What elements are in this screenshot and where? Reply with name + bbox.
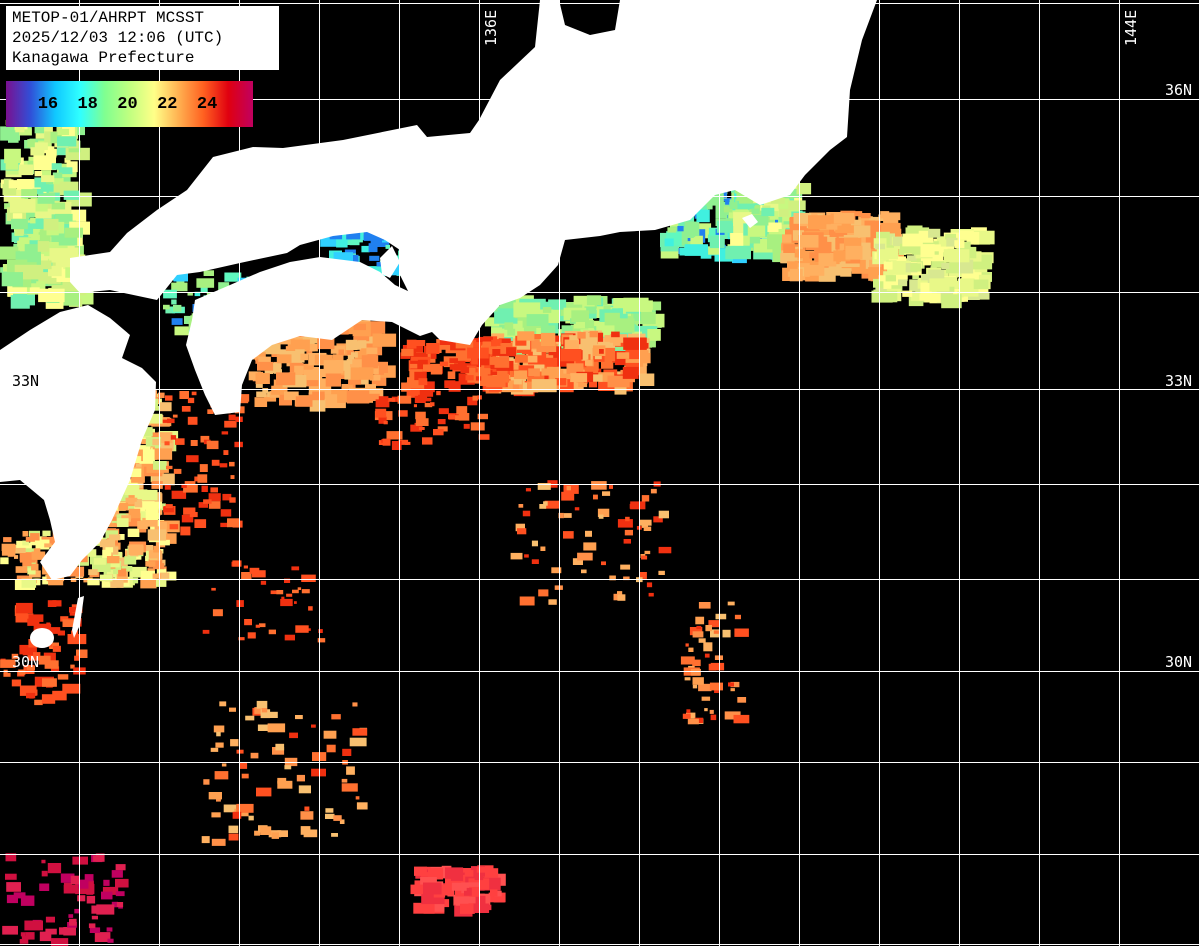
land-yakushima	[30, 628, 54, 648]
land-kyushu	[0, 305, 156, 580]
land-shikoku	[186, 257, 438, 415]
lat-label-30n: 30N	[1165, 653, 1193, 671]
colorbar-tick: 16	[37, 94, 59, 114]
land-honshu	[70, 0, 877, 345]
sst-patch	[2, 853, 129, 946]
sst-patch	[871, 225, 995, 309]
colorbar-tick: 18	[77, 94, 98, 114]
sst-patch	[374, 388, 490, 450]
lat-label-30n-left: 30N	[12, 653, 40, 671]
colorbar-tick: 20	[117, 94, 138, 114]
lon-label-144e: 144E	[1122, 9, 1140, 46]
sst-patch	[162, 391, 250, 536]
land-izu-oshima	[742, 214, 758, 228]
colorbar-tick: 24	[196, 94, 218, 114]
lat-label-36n: 36N	[1165, 81, 1193, 99]
land-awaji	[380, 246, 400, 278]
lon-label-136e: 136E	[482, 9, 500, 46]
sst-patch	[201, 700, 368, 846]
sst-patch	[410, 865, 506, 917]
lat-label-33n-left: 33N	[12, 372, 40, 390]
sst-colorbar-legend: 16 18 20 22 24	[6, 81, 253, 127]
observation-timestamp: 2025/12/03 12:06 (UTC)	[12, 29, 224, 47]
sst-patch	[400, 335, 516, 394]
title-box: METOP-01/AHRPT MCSST 2025/12/03 12:06 (U…	[6, 6, 279, 70]
sst-patch	[680, 601, 750, 725]
region-name: Kanagawa Prefecture	[12, 49, 195, 67]
lat-label-33n: 33N	[1165, 372, 1193, 390]
satellite-product-title: METOP-01/AHRPT MCSST	[12, 9, 205, 27]
sst-patch	[510, 480, 672, 606]
land-mask	[0, 0, 877, 648]
colorbar-tick: 22	[157, 94, 178, 114]
sst-patch	[202, 560, 326, 643]
land-tanegashima	[72, 596, 84, 638]
